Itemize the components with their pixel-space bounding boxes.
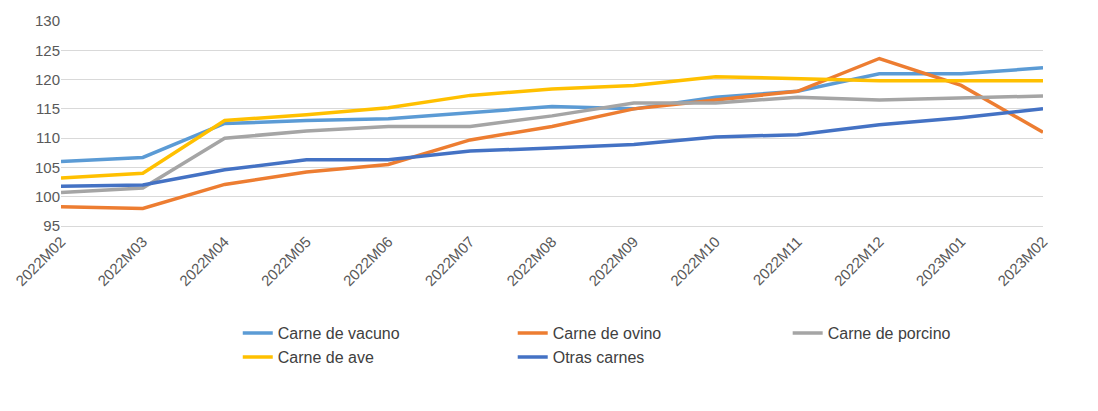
svg-text:2022M05: 2022M05	[258, 233, 314, 289]
svg-text:110: 110	[36, 129, 60, 146]
svg-text:Otras carnes: Otras carnes	[553, 349, 645, 366]
svg-text:2022M04: 2022M04	[176, 233, 232, 289]
svg-text:2023M01: 2023M01	[912, 233, 968, 289]
svg-text:2022M09: 2022M09	[585, 233, 641, 289]
svg-text:Carne de porcino: Carne de porcino	[828, 325, 951, 342]
svg-text:105: 105	[35, 159, 60, 176]
svg-text:95: 95	[43, 217, 60, 234]
svg-text:130: 130	[35, 12, 60, 29]
svg-text:100: 100	[35, 188, 60, 205]
svg-text:2022M11: 2022M11	[749, 233, 804, 288]
svg-text:125: 125	[35, 42, 60, 59]
svg-text:2022M02: 2022M02	[12, 233, 68, 289]
svg-text:120: 120	[35, 71, 60, 88]
svg-text:Carne de ave: Carne de ave	[278, 349, 374, 366]
svg-text:2022M08: 2022M08	[503, 233, 559, 289]
svg-text:2022M10: 2022M10	[667, 233, 723, 289]
svg-text:Carne de ovino: Carne de ovino	[553, 325, 662, 342]
svg-text:2022M12: 2022M12	[830, 233, 886, 289]
svg-text:2023M02: 2023M02	[994, 233, 1050, 289]
svg-text:2022M07: 2022M07	[421, 233, 477, 289]
svg-text:115: 115	[36, 100, 60, 117]
svg-text:Carne de vacuno: Carne de vacuno	[278, 325, 400, 342]
svg-text:2022M03: 2022M03	[94, 233, 150, 289]
svg-text:2022M06: 2022M06	[339, 233, 395, 289]
